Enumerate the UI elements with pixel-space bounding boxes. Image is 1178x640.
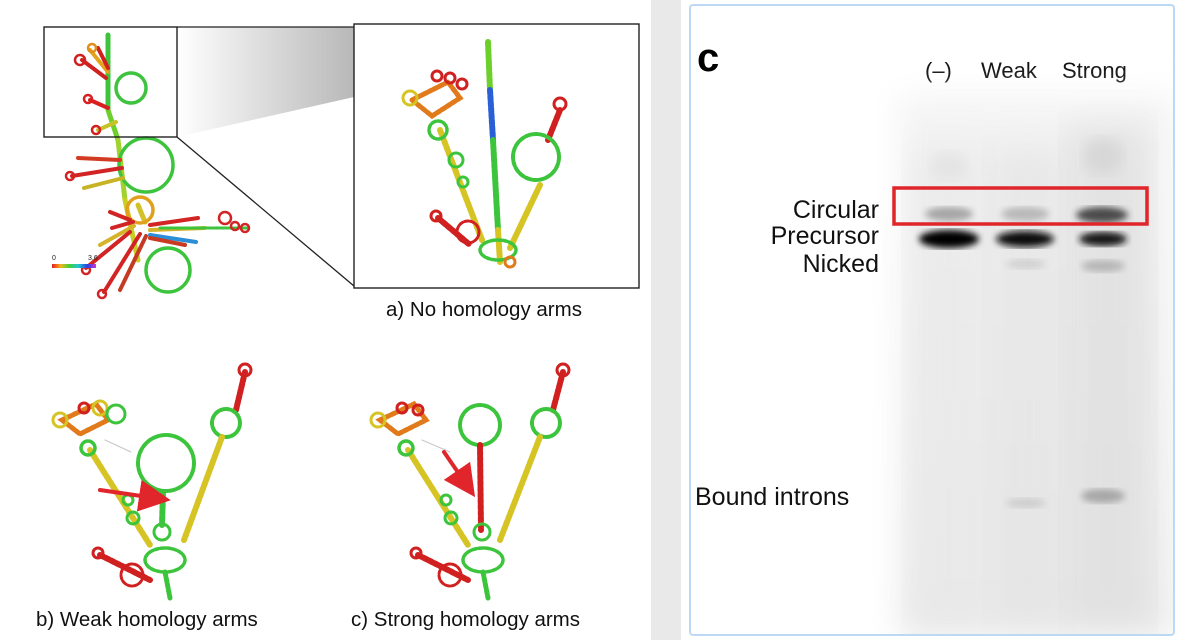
nicked-bands xyxy=(1006,259,1125,272)
rna-structure-figure: 0 3.6 xyxy=(36,23,640,631)
circular-highlight-box xyxy=(892,186,1149,226)
lane-label-strong: Strong xyxy=(1062,58,1127,83)
color-scale-bar: 0 3.6 xyxy=(52,255,98,268)
caption-b: b) Weak homology arms xyxy=(36,608,258,631)
zoom-projection xyxy=(177,27,354,137)
bound-intron-bands xyxy=(1006,489,1125,508)
precursor-bands xyxy=(919,230,1127,248)
scale-min-label: 0 xyxy=(52,255,56,262)
rna-structure-svg: 0 3.6 xyxy=(43,23,640,601)
circular-bands xyxy=(925,207,1128,223)
caption-c: c) Strong homology arms xyxy=(351,608,581,631)
gel-image xyxy=(892,96,1173,634)
overview-zoom-box xyxy=(43,26,178,138)
caption-a: a) No homology arms xyxy=(386,298,582,321)
scale-max-label: 3.6 xyxy=(88,255,98,262)
lane-label-negative: (–) xyxy=(925,58,952,83)
panel-label: c xyxy=(697,36,720,80)
structure-c-strong-homology xyxy=(369,362,571,601)
band-label-circular: Circular xyxy=(792,196,879,224)
panel-divider xyxy=(651,0,681,640)
zoom-connector-line xyxy=(176,136,355,287)
structure-b-weak-homology xyxy=(51,362,253,601)
gel-figure: c (–) Weak Strong xyxy=(689,4,1175,636)
red-arrow-b xyxy=(98,479,171,512)
lane-label-weak: Weak xyxy=(981,58,1037,83)
band-label-bound-introns: Bound introns xyxy=(695,483,850,511)
band-label-precursor: Precursor xyxy=(770,222,879,250)
red-arrow-c xyxy=(442,450,476,498)
overview-rna-structure xyxy=(64,32,251,300)
structure-a-no-homology xyxy=(401,39,568,269)
band-label-nicked: Nicked xyxy=(802,250,879,278)
